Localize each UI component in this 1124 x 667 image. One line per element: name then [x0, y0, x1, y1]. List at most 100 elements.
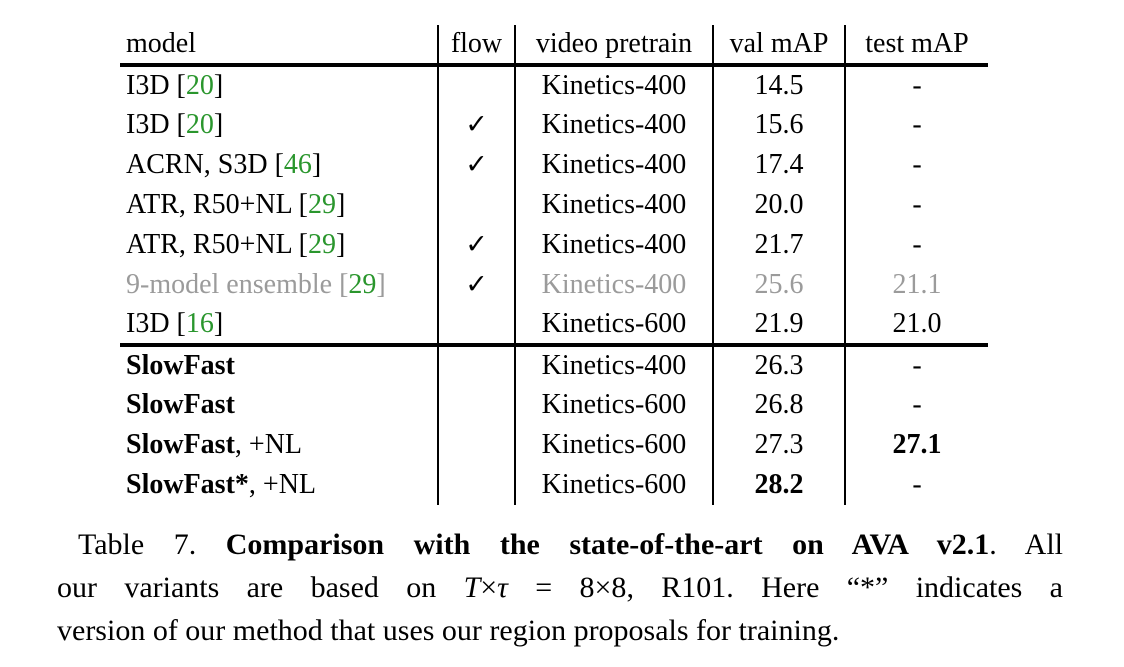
checkmark-icon: ✓ [465, 109, 488, 139]
flow-cell: ✓ [437, 145, 515, 185]
flow-cell [437, 65, 515, 105]
model-name: I3D [126, 109, 170, 140]
model-name: I3D [126, 70, 170, 101]
citation-link[interactable]: 46 [283, 149, 312, 180]
val-map-cell: 28.2 [712, 465, 845, 505]
caption-table-number: Table 7. [78, 528, 226, 561]
citation-link[interactable]: 29 [307, 229, 336, 260]
val-map-cell: 20.0 [712, 185, 845, 225]
test-map-cell: 21.1 [844, 265, 988, 305]
test-map-cell: - [844, 465, 988, 505]
flow-cell [437, 465, 515, 505]
val-map-cell: 14.5 [712, 65, 845, 105]
flow-cell: ✓ [437, 225, 515, 265]
citation-link[interactable]: 29 [307, 189, 336, 220]
model-name: SlowFast [126, 389, 235, 420]
test-map-cell: - [844, 145, 988, 185]
table-row: I3D [20] Kinetics-400 14.5- [120, 65, 988, 105]
model-cell: I3D [20] [126, 109, 224, 140]
model-suffix: , +NL [234, 429, 303, 460]
citation-link[interactable]: 20 [185, 70, 214, 101]
math-value: 8×8 [579, 571, 627, 604]
pretrain-cell: Kinetics-400 [514, 265, 713, 305]
model-cell: SlowFast, +NL [120, 425, 438, 465]
test-map-cell: 27.1 [844, 425, 988, 465]
pretrain-cell: Kinetics-400 [514, 225, 713, 265]
table-header: model flow video pretrain val mAP test m… [120, 25, 988, 67]
math-times-sign: × [480, 571, 498, 604]
model-name: I3D [126, 308, 170, 339]
math-var-T: T [463, 571, 481, 604]
table-row: 9-model ensemble [29] ✓ Kinetics-400 25.6 21… [120, 265, 988, 305]
val-map-cell: 21.7 [712, 225, 845, 265]
model-name: ACRN, S3D [126, 149, 268, 180]
val-map-cell: 26.3 [712, 343, 845, 385]
model-name: SlowFast* [126, 469, 249, 500]
model-cell: ATR, R50+NL [29] [126, 189, 346, 220]
test-map-cell: - [844, 105, 988, 145]
caption-line-2-text: our variants are based on [57, 571, 464, 604]
flow-cell [437, 385, 515, 425]
caption-line-3: version of our method that uses our regi… [57, 614, 840, 647]
flow-cell [437, 305, 515, 345]
val-map-cell: 17.4 [712, 145, 845, 185]
citation-link[interactable]: 29 [348, 269, 377, 300]
flow-cell [437, 343, 515, 385]
model-cell: ACRN, S3D [46] [126, 149, 322, 180]
citation-link[interactable]: 20 [185, 109, 214, 140]
model-cell: 9-model ensemble [29] [126, 269, 386, 300]
citation-link[interactable]: 16 [185, 308, 214, 339]
header-model: model [120, 25, 438, 67]
model-cell: ATR, R50+NL [29] [126, 229, 346, 260]
test-map-cell: - [844, 385, 988, 425]
test-map-cell: - [844, 65, 988, 105]
test-map-cell: 21.0 [844, 305, 988, 345]
pretrain-cell: Kinetics-400 [514, 343, 713, 385]
pretrain-cell: Kinetics-400 [514, 185, 713, 225]
model-name: ATR, R50+NL [126, 189, 292, 220]
table-body: I3D [20] Kinetics-400 14.5- I3D [20] ✓ Kineti… [120, 65, 988, 505]
caption-line-1-suffix: . All [989, 528, 1063, 561]
table-row: ATR, R50+NL [29] ✓ Kinetics-400 21.7- [120, 225, 988, 265]
pretrain-cell: Kinetics-400 [514, 105, 713, 145]
model-suffix: , +NL [248, 469, 317, 500]
pretrain-cell: Kinetics-400 [514, 145, 713, 185]
model-cell: SlowFast*, +NL [120, 465, 438, 505]
pretrain-cell: Kinetics-600 [514, 385, 713, 425]
test-map-cell: - [844, 225, 988, 265]
checkmark-icon: ✓ [465, 149, 488, 179]
table-row: I3D [16] Kinetics-600 21.9 21.0 [120, 305, 988, 345]
flow-cell [437, 185, 515, 225]
header-test-map: test mAP [844, 25, 988, 67]
val-map-cell: 21.9 [712, 305, 845, 345]
table-row: SlowFast Kinetics-600 26.8- [120, 385, 988, 425]
val-map-cell: 26.8 [712, 385, 845, 425]
checkmark-icon: ✓ [465, 229, 488, 259]
model-cell: I3D [20] [126, 70, 224, 101]
header-flow: flow [437, 25, 515, 67]
caption-title-bold: Comparison with the state-of-the-art on … [225, 528, 990, 561]
math-var-tau: τ [497, 571, 508, 604]
checkmark-icon: ✓ [465, 269, 488, 299]
model-cell: SlowFast [120, 385, 438, 425]
table-caption: Table 7. Comparison with the state-of-th… [57, 523, 1063, 652]
caption-line-2-suffix: , R101. Here “*” indicates a [626, 571, 1063, 604]
flow-cell: ✓ [437, 265, 515, 305]
test-map-cell: - [844, 185, 988, 225]
caption-line-1: Table 7. Comparison with the state-of-th… [57, 523, 1063, 566]
val-map-cell: 25.6 [712, 265, 845, 305]
table-row: SlowFast, +NL Kinetics-600 27.3 27.1 [120, 425, 988, 465]
model-name: SlowFast [126, 350, 235, 381]
table-row: I3D [20] ✓ Kinetics-400 15.6- [120, 105, 988, 145]
table-row: SlowFast*, +NL Kinetics-600 28.2- [120, 465, 988, 505]
caption-line-2: our variants are based on T×τ = 8×8, R10… [57, 566, 1063, 609]
header-val-map: val mAP [712, 25, 845, 67]
model-name: SlowFast [126, 429, 235, 460]
flow-cell [437, 425, 515, 465]
flow-cell: ✓ [437, 105, 515, 145]
table-row: ATR, R50+NL [29] Kinetics-400 20.0- [120, 185, 988, 225]
pretrain-cell: Kinetics-600 [514, 465, 713, 505]
test-map-cell: - [844, 343, 988, 385]
pretrain-cell: Kinetics-400 [514, 65, 713, 105]
